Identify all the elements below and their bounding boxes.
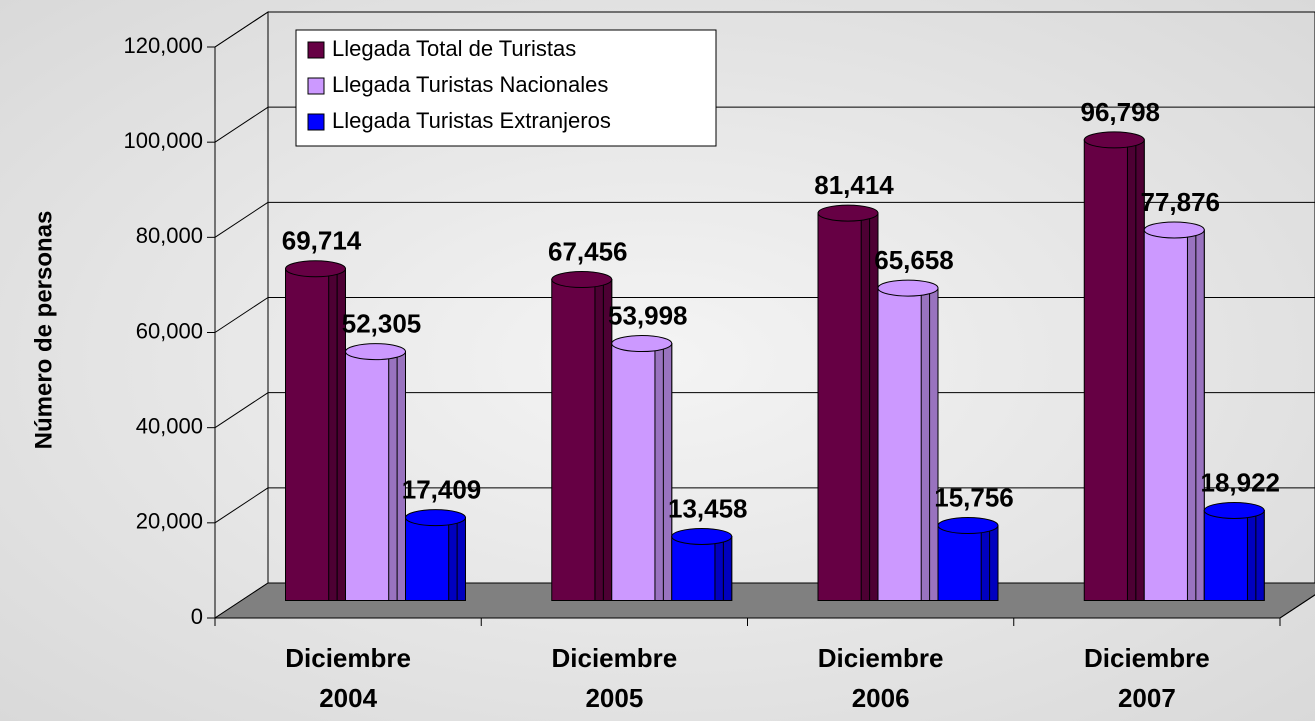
value-label: 69,714	[282, 226, 362, 256]
legend-label: Llegada Turistas Extranjeros	[332, 108, 611, 133]
value-label: 67,456	[548, 236, 628, 266]
y-axis-label: Número de personas	[30, 211, 57, 450]
bar-top	[1083, 131, 1145, 149]
grid-line	[214, 11, 269, 48]
y-tick-label: 60,000	[136, 318, 203, 343]
legend-swatch	[307, 113, 325, 131]
y-tick-label: 100,000	[123, 128, 203, 153]
bar-top	[1203, 501, 1265, 519]
bar-top	[671, 527, 733, 545]
x-tick-label: Diciembre 2007	[1084, 643, 1210, 713]
grid-line	[214, 106, 269, 143]
bar-top	[405, 509, 466, 527]
value-label: 13,458	[668, 493, 748, 523]
bar	[937, 517, 999, 602]
bar-top	[877, 279, 939, 297]
value-label: 52,305	[342, 308, 422, 338]
y-tick-label: 80,000	[136, 223, 203, 248]
bar-top	[345, 343, 406, 361]
value-label: 17,409	[402, 475, 482, 505]
bar	[817, 204, 879, 602]
legend-swatch	[307, 41, 325, 59]
legend-label: Llegada Turistas Nacionales	[332, 72, 608, 97]
bar	[877, 279, 939, 601]
x-axis-end	[1279, 594, 1315, 619]
bar	[1203, 501, 1265, 602]
grid-line	[214, 392, 269, 429]
bar-top	[551, 271, 613, 289]
value-label: 81,414	[814, 170, 894, 200]
bar	[1083, 131, 1145, 601]
grid-line	[214, 487, 269, 524]
bar-top	[611, 335, 673, 353]
x-tick-label: Diciembre 2004	[285, 643, 411, 713]
bar-top	[1143, 221, 1205, 239]
value-label: 15,756	[934, 482, 1014, 512]
bar	[611, 335, 673, 601]
legend-swatch	[307, 77, 325, 95]
value-label: 96,798	[1080, 97, 1160, 127]
legend-box	[295, 29, 717, 147]
value-label: 65,658	[874, 245, 954, 275]
bar	[405, 509, 467, 601]
bar-top	[817, 204, 879, 222]
x-tick-label: Diciembre 2006	[817, 643, 944, 713]
y-tick-label: 40,000	[136, 413, 203, 438]
bar	[551, 271, 613, 601]
value-label: 53,998	[608, 300, 688, 330]
y-tick-label: 120,000	[123, 33, 203, 58]
bar	[1143, 221, 1205, 601]
y-tick-label: 0	[191, 604, 203, 629]
grid-line	[214, 201, 269, 238]
x-tick-label: Diciembre 2005	[551, 643, 678, 713]
value-label: 18,922	[1200, 467, 1280, 497]
bar-top	[285, 260, 346, 278]
y-tick-label: 20,000	[136, 509, 203, 534]
grid-line	[214, 297, 269, 333]
bar-top	[937, 517, 999, 535]
bar	[285, 260, 347, 601]
bar	[345, 343, 407, 602]
value-label: 77,876	[1140, 187, 1220, 217]
bar	[671, 527, 733, 601]
legend-label: Llegada Total de Turistas	[332, 36, 576, 61]
